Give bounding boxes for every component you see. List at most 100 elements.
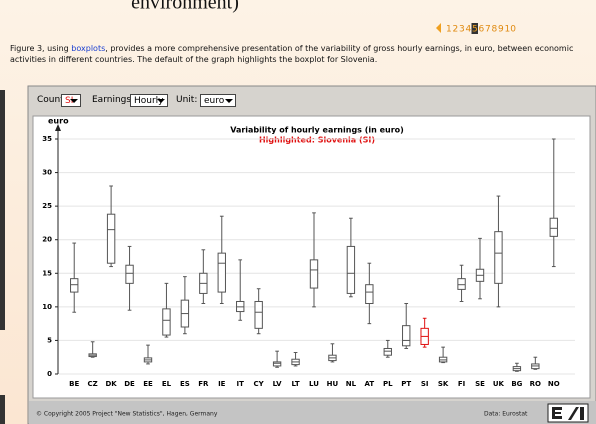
footer-bar <box>29 401 596 424</box>
control-label: Country: <box>37 95 76 105</box>
boxplot <box>125 245 134 311</box>
page-link[interactable]: 3 <box>459 25 465 35</box>
boxplot <box>70 242 79 313</box>
x-tick-label: PL <box>383 380 393 388</box>
box <box>309 259 319 289</box>
boxplot <box>199 249 208 304</box>
box <box>457 278 466 290</box>
boxplot <box>457 264 466 302</box>
box <box>106 213 116 264</box>
y-axis-label: euro <box>48 117 69 126</box>
x-tick-label: BE <box>69 380 79 388</box>
x-tick-label: NL <box>346 380 357 388</box>
boxplot <box>162 282 171 338</box>
page-link[interactable]: 1 <box>446 25 452 35</box>
select[interactable]: Hourly <box>130 94 168 107</box>
y-tick-label: 25 <box>42 202 52 210</box>
x-tick-label: NO <box>548 380 560 388</box>
boxplot <box>365 262 374 325</box>
x-tick-label: BG <box>511 380 522 388</box>
box <box>272 361 282 367</box>
page-link[interactable]: 6 <box>479 25 485 35</box>
box <box>402 325 411 347</box>
x-tick-label: LT <box>292 380 300 388</box>
x-tick-label: CZ <box>88 380 98 388</box>
y-tick-label: 35 <box>42 135 52 143</box>
x-tick-label: SE <box>475 380 485 388</box>
boxplot <box>236 259 245 321</box>
boxplot <box>420 317 429 348</box>
page-link[interactable]: 2 <box>453 25 459 35</box>
box <box>494 231 503 284</box>
box <box>383 347 392 356</box>
caption: Figure 3, using boxplots, provides a mor… <box>10 43 590 65</box>
boxplot <box>475 237 485 300</box>
y-tick-label: 30 <box>42 169 52 177</box>
y-tick-label: 0 <box>47 370 52 378</box>
heading: environment) <box>131 0 239 14</box>
box <box>549 217 558 237</box>
source: Data: Eurostat <box>484 411 528 418</box>
boxplot <box>106 185 116 268</box>
box <box>162 308 171 336</box>
boxplot <box>309 212 319 308</box>
x-tick-label: CY <box>254 380 265 388</box>
x-tick-label: IT <box>237 380 245 388</box>
control-label: Earnings: <box>92 95 135 105</box>
boxplot <box>346 217 356 298</box>
x-tick-label: FI <box>458 380 465 388</box>
y-tick-label: 15 <box>42 269 52 277</box>
boxplot <box>88 341 97 358</box>
x-tick-label: IE <box>218 380 226 388</box>
control-label: Unit: <box>176 95 198 105</box>
x-tick-label: SI <box>421 380 429 388</box>
page-link[interactable]: 7 <box>485 25 491 35</box>
box <box>346 245 356 294</box>
x-tick-label: DE <box>124 380 135 388</box>
boxplot <box>549 138 558 268</box>
x-tick-label: LU <box>309 380 319 388</box>
select[interactable]: euro <box>200 94 236 107</box>
y-tick-label: 10 <box>42 303 52 311</box>
boxplot <box>180 276 190 335</box>
caption-text: , provides a more comprehensive presenta… <box>10 44 574 64</box>
x-tick-label: DK <box>105 380 117 388</box>
boxplot <box>217 215 226 304</box>
boxplot <box>272 350 282 368</box>
boxplot <box>438 346 448 364</box>
page-link[interactable]: 5 <box>472 25 478 35</box>
x-tick-label: ES <box>180 380 190 388</box>
page-link[interactable]: 4 <box>466 25 472 35</box>
logo <box>547 403 589 423</box>
caption-text: Figure 3, using <box>10 44 72 53</box>
chart-subtitle: Highlighted: Slovenia (SI) <box>259 136 375 145</box>
x-tick-label: EL <box>162 380 172 388</box>
page-link[interactable]: 8 <box>492 25 498 35</box>
boxplot <box>494 195 503 308</box>
x-tick-label: AT <box>365 380 375 388</box>
chart-title: Variability of hourly earnings (in euro) <box>230 126 404 135</box>
boxplot <box>531 356 540 370</box>
select[interactable]: SI <box>61 94 81 107</box>
box <box>70 278 79 293</box>
x-tick-label: PT <box>401 380 411 388</box>
box <box>217 252 226 293</box>
caption-link[interactable]: boxplots <box>71 44 106 53</box>
boxplot <box>512 362 522 372</box>
boxplot <box>328 343 337 363</box>
chart-area <box>32 115 591 399</box>
y-tick-label: 5 <box>47 336 52 344</box>
box <box>254 300 263 329</box>
page-link[interactable]: 10 <box>505 25 517 35</box>
prev-arrow[interactable] <box>436 23 441 33</box>
y-tick-label: 20 <box>42 236 52 244</box>
box <box>365 284 374 305</box>
boxplot <box>291 352 300 367</box>
x-tick-label: EE <box>143 380 153 388</box>
page-link[interactable]: 9 <box>498 25 504 35</box>
x-tick-label: RO <box>530 380 541 388</box>
left-bar <box>0 395 5 424</box>
x-tick-label: SK <box>438 380 449 388</box>
